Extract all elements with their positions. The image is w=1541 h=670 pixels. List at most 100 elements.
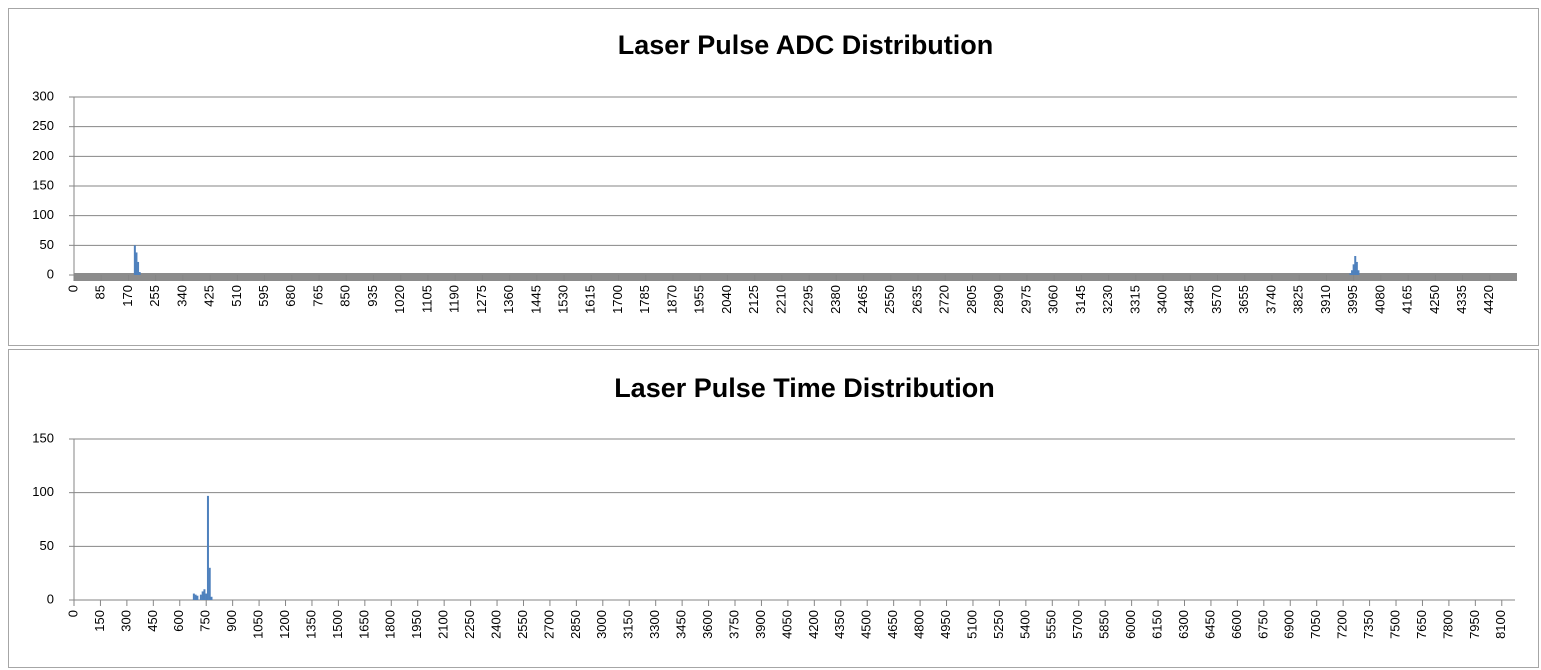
x-tick-label: 4250 [1427,285,1442,314]
x-tick-label: 340 [174,285,189,307]
x-tick-label: 5850 [1097,610,1112,639]
x-tick-label: 150 [92,610,107,632]
x-tick-label: 300 [118,610,133,632]
y-tick-label: 100 [32,484,54,499]
x-tick-label: 1200 [277,610,292,639]
bar [206,495,209,600]
x-tick-label: 3450 [674,610,689,639]
x-tick-label: 4335 [1454,285,1469,314]
x-tick-label: 6150 [1149,610,1164,639]
x-tick-label: 5550 [1044,610,1059,639]
x-tick-label: 7800 [1440,610,1455,639]
bar [1351,270,1354,275]
x-tick-label: 5700 [1070,610,1085,639]
bar [138,272,141,275]
x-tick-label: 3230 [1100,285,1115,314]
x-tick-label: 3145 [1073,285,1088,314]
bar [1349,273,1352,275]
x-tick-label: 2400 [488,610,503,639]
x-tick-label: 1950 [409,610,424,639]
bar [1355,261,1358,275]
x-tick-label: 1700 [610,285,625,314]
bar [201,591,204,600]
x-tick-label: 255 [147,285,162,307]
x-tick-label: 7200 [1335,610,1350,639]
x-tick-label: 4165 [1400,285,1415,314]
x-tick-label: 3485 [1182,285,1197,314]
x-tick-label: 170 [120,285,135,307]
x-tick-label: 6000 [1123,610,1138,639]
x-tick-label: 750 [198,610,213,632]
x-tick-label: 3315 [1127,285,1142,314]
x-tick-label: 2805 [964,285,979,314]
y-tick-label: 150 [32,177,54,192]
x-tick-label: 2700 [541,610,556,639]
x-tick-label: 6450 [1202,610,1217,639]
x-tick-label: 4200 [806,610,821,639]
x-tick-label: 680 [283,285,298,307]
bar [208,567,211,600]
x-axis-band [74,273,1517,281]
bar [1357,270,1360,275]
x-tick-label: 2250 [462,610,477,639]
x-tick-label: 1955 [692,285,707,314]
x-tick-label: 7950 [1467,610,1482,639]
bar [1354,256,1357,275]
chart-title: Laser Pulse Time Distribution [614,373,995,403]
y-tick-label: 50 [40,237,54,252]
x-tick-label: 1615 [583,285,598,314]
x-tick-label: 1785 [637,285,652,314]
x-tick-label: 3400 [1154,285,1169,314]
x-tick-label: 2295 [801,285,816,314]
x-tick-label: 2380 [828,285,843,314]
x-tick-label: 4500 [859,610,874,639]
x-tick-label: 850 [338,285,353,307]
x-tick-label: 6750 [1255,610,1270,639]
x-tick-label: 1650 [356,610,371,639]
x-tick-label: 1445 [528,285,543,314]
x-tick-label: 8100 [1493,610,1508,639]
x-tick-label: 1275 [474,285,489,314]
x-tick-label: 1190 [447,285,462,313]
x-tick-label: 7650 [1414,610,1429,639]
bar [203,589,206,600]
chart-panel [8,349,1539,668]
x-tick-label: 3740 [1263,285,1278,314]
x-tick-label: 2850 [568,610,583,639]
y-tick-label: 150 [32,430,54,445]
y-tick-label: 300 [32,88,54,103]
bar [210,596,213,600]
x-tick-label: 2720 [937,285,952,314]
x-tick-label: 595 [256,285,271,307]
bar [205,593,208,600]
x-tick-label: 2975 [1018,285,1033,314]
x-tick-label: 4350 [832,610,847,639]
x-tick-label: 7500 [1387,610,1402,639]
x-tick-label: 3600 [700,610,715,639]
x-tick-label: 425 [202,285,217,307]
bar [1352,264,1355,275]
x-tick-label: 3000 [594,610,609,639]
x-tick-label: 0 [65,610,80,617]
x-tick-label: 2465 [855,285,870,314]
y-tick-label: 0 [47,266,54,281]
x-tick-label: 1350 [303,610,318,639]
x-tick-label: 1360 [501,285,516,314]
y-tick-label: 100 [32,207,54,222]
x-tick-label: 6900 [1282,610,1297,639]
x-tick-label: 765 [310,285,325,307]
y-tick-label: 0 [47,591,54,606]
x-tick-label: 3570 [1209,285,1224,314]
y-tick-label: 250 [32,118,54,133]
x-tick-label: 1500 [330,610,345,639]
x-tick-label: 2550 [515,610,530,639]
x-tick-label: 2890 [991,285,1006,314]
y-tick-label: 200 [32,148,54,163]
x-tick-label: 2550 [882,285,897,314]
x-tick-label: 2040 [719,285,734,314]
x-tick-label: 2210 [773,285,788,314]
x-tick-label: 1050 [251,610,266,639]
x-tick-label: 3150 [621,610,636,639]
